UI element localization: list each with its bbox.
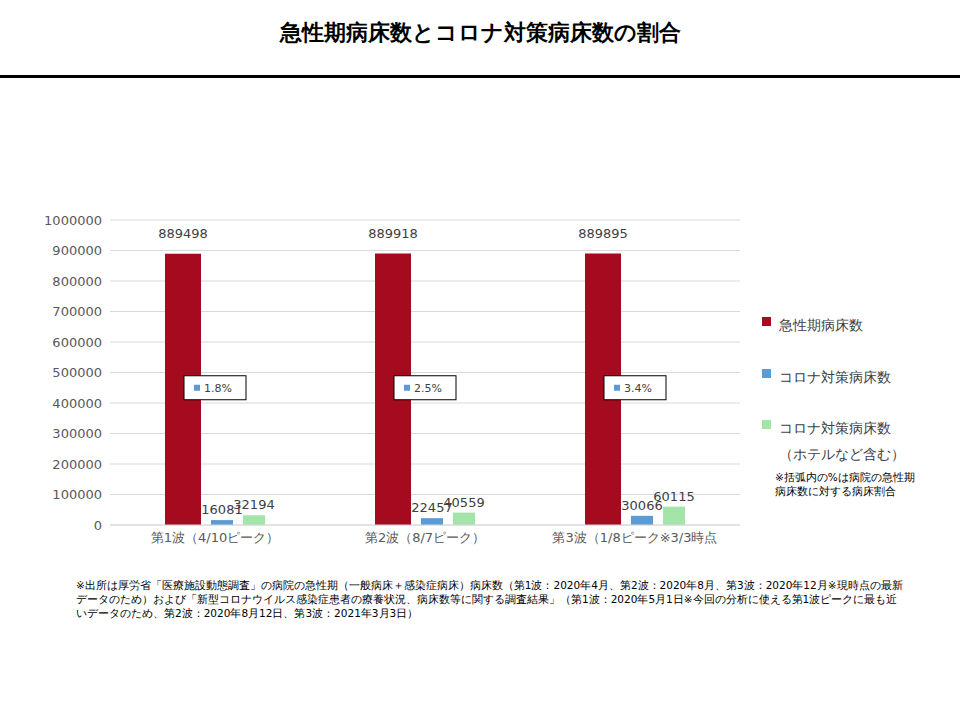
svg-text:100000: 100000 bbox=[52, 487, 102, 502]
svg-text:32194: 32194 bbox=[233, 497, 274, 512]
svg-text:第3波（1/8ピーク※3/3時点: 第3波（1/8ピーク※3/3時点 bbox=[552, 530, 717, 545]
svg-text:889895: 889895 bbox=[578, 226, 628, 241]
svg-text:900000: 900000 bbox=[52, 243, 102, 258]
html-text:急性期病床数とコロナ対策病床数の割合: 急性期病床数とコロナ対策病床数の割合 bbox=[279, 20, 681, 45]
svg-text:30066: 30066 bbox=[621, 497, 663, 513]
svg-text:第1波（4/10ピーク）: 第1波（4/10ピーク） bbox=[151, 530, 279, 545]
svg-text:889918: 889918 bbox=[368, 226, 418, 241]
svg-text:第2波（8/7ピーク）: 第2波（8/7ピーク） bbox=[365, 530, 485, 545]
svg-text:2.5%: 2.5% bbox=[414, 382, 442, 395]
svg-text:200000: 200000 bbox=[52, 457, 102, 472]
svg-text:40559: 40559 bbox=[443, 495, 484, 510]
html-text:急性期病床数: 急性期病床数 bbox=[779, 317, 863, 333]
svg-text:300000: 300000 bbox=[52, 426, 102, 441]
svg-text:400000: 400000 bbox=[52, 396, 102, 411]
svg-text:16081: 16081 bbox=[201, 502, 243, 518]
html-text:コロナ対策病床数（ホテルなど含む）: コロナ対策病床数（ホテルなど含む） bbox=[779, 420, 905, 462]
svg-text:700000: 700000 bbox=[52, 304, 102, 319]
html-text:コロナ対策病床数: コロナ対策病床数 bbox=[779, 369, 891, 385]
html-text:※出所は厚労省「医療施設動態調査」の病院の急性期（一般病床＋: ※出所は厚労省「医療施設動態調査」の病院の急性期（一般病床＋感染症病床）病床数（… bbox=[76, 579, 903, 619]
svg-text:0: 0 bbox=[94, 518, 102, 533]
svg-text:800000: 800000 bbox=[52, 274, 102, 289]
svg-text:889498: 889498 bbox=[158, 226, 208, 241]
svg-text:3.4%: 3.4% bbox=[624, 382, 652, 395]
svg-text:60115: 60115 bbox=[653, 489, 694, 504]
svg-text:1000000: 1000000 bbox=[44, 213, 102, 228]
svg-text:1.8%: 1.8% bbox=[204, 382, 232, 395]
html-text:※括弧内の%は病院の急性期病床数に対する病床割合: ※括弧内の%は病院の急性期病床数に対する病床割合 bbox=[775, 471, 915, 497]
svg-text:600000: 600000 bbox=[52, 335, 102, 350]
svg-text:500000: 500000 bbox=[52, 365, 102, 380]
svg-text:22457: 22457 bbox=[411, 500, 453, 516]
